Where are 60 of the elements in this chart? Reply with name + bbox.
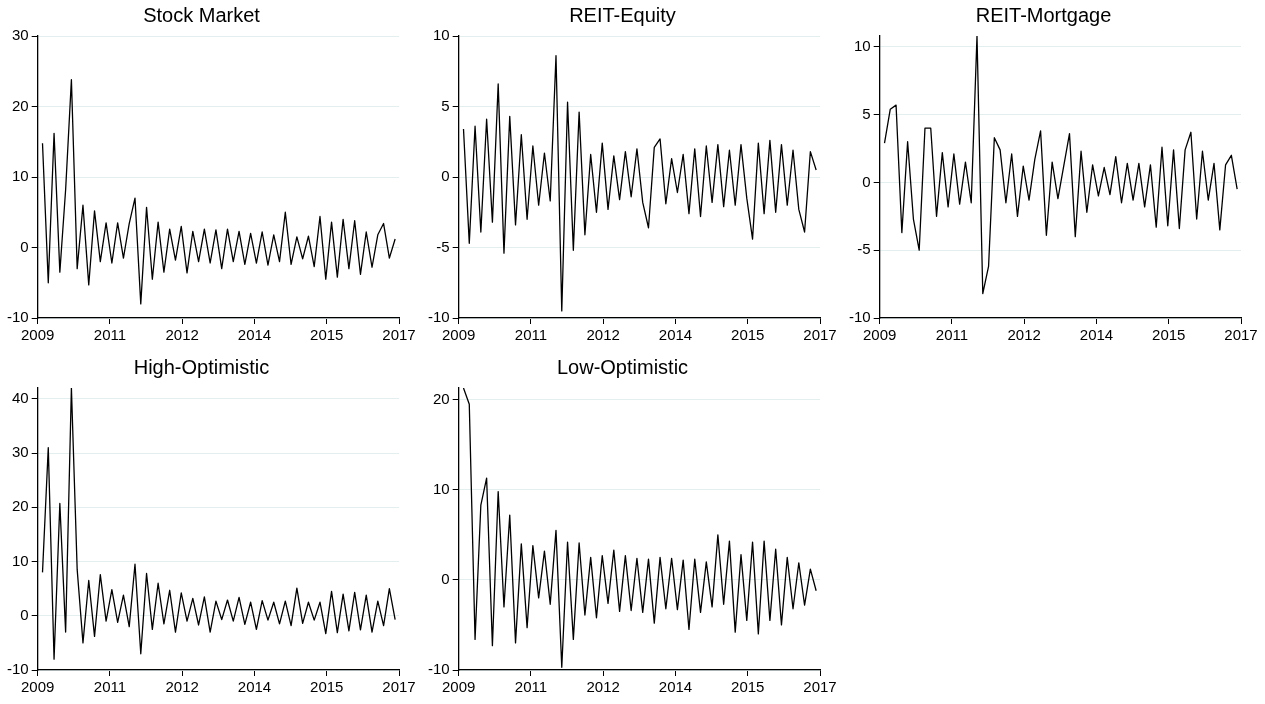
y-tick-label: -10 [848, 308, 871, 326]
y-tick-label: 20 [11, 96, 29, 114]
y-tick-label: -10 [6, 660, 29, 678]
x-tick-label: 2017 [382, 678, 416, 696]
chart-title: High-Optimistic [133, 355, 270, 378]
x-tick-label: 2009 [862, 326, 897, 344]
x-tick-label: 2011 [514, 326, 548, 344]
y-tick-label: 40 [11, 388, 29, 406]
y-tick-label: -5 [857, 240, 871, 258]
x-tick-label: 2009 [20, 678, 55, 696]
x-tick-label: 2012 [586, 678, 620, 696]
chart-title: Low-Optimistic [556, 355, 689, 378]
x-tick-label: 2014 [658, 326, 693, 344]
y-tick-label: 20 [432, 389, 450, 407]
x-tick-label: 2017 [803, 678, 837, 696]
y-tick-label: 30 [11, 443, 29, 461]
chart-title: Stock Market [143, 3, 261, 26]
y-tick-label: 5 [441, 96, 450, 114]
x-tick-label: 2015 [731, 326, 765, 344]
x-tick-label: 2009 [441, 326, 476, 344]
y-tick-label: 0 [441, 167, 450, 185]
x-tick-label: 2015 [310, 678, 344, 696]
x-tick-label: 2012 [586, 326, 620, 344]
y-tick-label: 5 [862, 104, 871, 122]
y-tick-label: 10 [432, 26, 450, 44]
x-tick-label: 2011 [93, 678, 127, 696]
y-tick-label: -5 [436, 237, 450, 255]
x-tick-label: 2015 [731, 678, 765, 696]
y-tick-label: 0 [20, 237, 29, 255]
x-tick-label: 2011 [514, 678, 548, 696]
x-tick-label: 2014 [1079, 326, 1114, 344]
x-tick-label: 2009 [20, 326, 55, 344]
y-tick-label: 10 [11, 167, 29, 185]
y-tick-label: 10 [432, 479, 450, 497]
x-tick-label: 2011 [935, 326, 969, 344]
x-tick-label: 2012 [165, 678, 199, 696]
y-tick-label: 30 [11, 26, 29, 44]
y-tick-label: 0 [20, 605, 29, 623]
x-tick-label: 2017 [382, 326, 416, 344]
x-tick-label: 2012 [1007, 326, 1041, 344]
y-tick-label: 10 [853, 36, 871, 54]
y-tick-label: -10 [427, 660, 450, 678]
y-tick-label: 10 [11, 551, 29, 569]
x-tick-label: 2015 [310, 326, 344, 344]
x-tick-label: 2014 [237, 678, 272, 696]
y-tick-label: -10 [427, 308, 450, 326]
x-tick-label: 2011 [93, 326, 127, 344]
chart-title: REIT-Equity [569, 3, 676, 26]
x-tick-label: 2015 [1152, 326, 1186, 344]
chart-title: REIT-Mortgage [975, 3, 1112, 26]
x-tick-label: 2012 [165, 326, 199, 344]
y-tick-label: 0 [862, 172, 871, 190]
y-tick-label: -10 [6, 308, 29, 326]
x-tick-label: 2009 [441, 678, 476, 696]
y-tick-label: 0 [441, 570, 450, 588]
x-tick-label: 2014 [237, 326, 272, 344]
y-tick-label: 20 [11, 497, 29, 515]
x-tick-label: 2017 [1224, 326, 1258, 344]
x-tick-label: 2017 [803, 326, 837, 344]
x-tick-label: 2014 [658, 678, 693, 696]
